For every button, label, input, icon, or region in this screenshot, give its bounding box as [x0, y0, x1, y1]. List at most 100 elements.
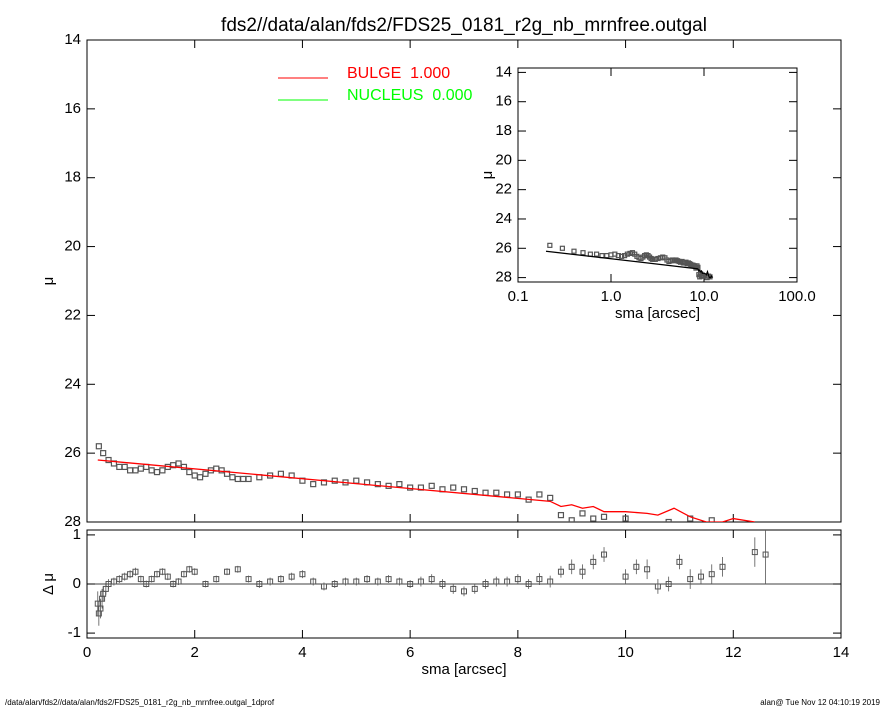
residual-point: [342, 578, 349, 585]
x-tick-label: 12: [725, 644, 742, 661]
residual-point: [493, 578, 500, 585]
residual-point: [331, 581, 338, 587]
data-point: [197, 474, 204, 481]
x-tick-label: 0: [83, 644, 91, 661]
x-tick-label: 8: [514, 644, 522, 661]
data-point: [148, 467, 155, 474]
data-point: [557, 512, 565, 519]
y-tick-label: 16: [64, 100, 81, 117]
data-point: [137, 465, 144, 472]
residual-point: [417, 578, 424, 585]
legend-label: NUCLEUS 0.000: [347, 87, 472, 104]
data-point: [126, 467, 134, 474]
y-tick-label: 22: [64, 306, 81, 323]
y-axis-label: μ: [479, 171, 496, 180]
residual-point: [234, 566, 241, 573]
data-point: [153, 468, 161, 476]
footer-right: alan@ Tue Nov 12 04:10:19 2019: [760, 698, 880, 707]
y-tick-label: 18: [64, 169, 81, 186]
data-point: [652, 256, 658, 262]
residual-point: [320, 583, 327, 590]
residual-point: [601, 551, 608, 558]
residual-point: [525, 581, 532, 587]
y-tick-label: 28: [495, 269, 512, 286]
x-tick-label: 0.1: [508, 288, 529, 305]
residual-point: [719, 563, 726, 570]
residual-point: [751, 549, 758, 556]
residual-point: [557, 568, 564, 575]
y-tick-label: 24: [64, 375, 81, 392]
residual-point: [137, 576, 144, 583]
data-point: [186, 468, 193, 476]
y-tick-label: 20: [64, 238, 81, 255]
residual-point: [407, 581, 414, 587]
residual-point: [396, 578, 403, 585]
residual-point: [256, 581, 263, 587]
data-point: [604, 253, 610, 259]
data-point: [559, 245, 565, 251]
residual-point: [364, 576, 371, 583]
data-point: [116, 463, 123, 471]
data-point: [503, 491, 511, 498]
data-point: [100, 450, 107, 457]
y-tick-label: 16: [495, 93, 512, 110]
data-point: [396, 481, 403, 488]
y-tick-label: 22: [495, 181, 512, 198]
residual-point: [159, 568, 166, 575]
y-tick-label: 14: [64, 31, 81, 48]
data-point: [180, 463, 188, 471]
x-tick-label: 4: [298, 644, 306, 661]
residual-point: [622, 573, 629, 580]
data-point: [593, 251, 600, 257]
residual-point: [385, 576, 392, 583]
footer-left: /data/alan/fds2//data/alan/fds2/FDS25_01…: [5, 698, 275, 707]
data-point: [547, 494, 554, 501]
data-point: [229, 474, 236, 481]
x-axis-label: sma [arcsec]: [615, 305, 700, 322]
data-point: [493, 489, 500, 496]
data-point: [175, 460, 182, 467]
residual-point: [482, 581, 489, 587]
residual-point: [762, 551, 769, 558]
residual-point: [97, 605, 104, 612]
plot-frame: [86, 39, 842, 523]
data-point: [353, 477, 360, 484]
y-tick-label: 24: [495, 210, 512, 227]
residual-point: [547, 578, 554, 585]
data-point: [615, 253, 621, 259]
data-point: [600, 513, 608, 520]
chart-title: fds2//data/alan/fds2/FDS25_0181_r2g_nb_m…: [221, 15, 707, 36]
data-point: [665, 518, 672, 522]
y-tick-label: 18: [495, 122, 512, 139]
data-point: [450, 484, 457, 491]
residual-point: [450, 585, 457, 592]
data-point: [571, 248, 577, 254]
data-point: [320, 479, 328, 486]
model-line: [97, 459, 755, 522]
data-point: [245, 475, 252, 483]
data-point: [618, 253, 625, 259]
x-tick-label: 14: [833, 644, 850, 661]
data-point: [310, 481, 317, 488]
plot-area: [95, 443, 755, 522]
residual-point: [277, 576, 284, 583]
residual-point: [148, 576, 155, 583]
residual-point: [245, 576, 252, 583]
data-point: [202, 470, 209, 477]
residual-point: [132, 568, 139, 575]
residual-point: [180, 571, 187, 578]
data-point: [687, 515, 694, 522]
data-point: [708, 517, 715, 522]
data-point: [547, 242, 553, 248]
data-point: [568, 517, 575, 522]
residual-point: [310, 578, 317, 585]
data-point: [428, 482, 435, 489]
residual-point: [164, 573, 171, 580]
residual-point: [697, 573, 704, 580]
residual-point: [191, 568, 198, 575]
residual-point: [708, 571, 715, 578]
data-point: [460, 486, 468, 493]
residual-point: [654, 583, 661, 590]
residual-point: [633, 563, 640, 570]
